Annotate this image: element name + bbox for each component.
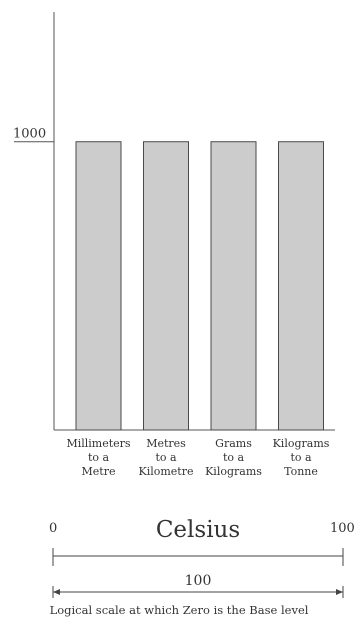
x-tick-label-line: to a [155, 451, 177, 464]
y-ticks: 1000 [13, 127, 54, 143]
x-tick-label-line: Grams [215, 437, 252, 450]
x-tick-label-line: to a [290, 451, 312, 464]
bar [278, 141, 324, 431]
x-tick-label-line: Millimeters [66, 437, 131, 450]
bar [75, 141, 122, 431]
x-tick-label-line: to a [87, 451, 110, 464]
y-tick-label: 1000 [13, 127, 46, 142]
bars [75, 141, 324, 431]
bar [143, 141, 189, 431]
x-tick-label-line: Kilograms [205, 465, 262, 478]
x-tick-label-line: Kilometre [138, 465, 194, 478]
span-dimension [52, 586, 344, 598]
x-tick-label-line: Kilograms [272, 437, 330, 450]
span-right-arrow [336, 589, 343, 595]
x-tick-label-line: Metre [81, 465, 116, 478]
bar [210, 141, 257, 431]
x-tick-label: Metres to a Kilometre [129, 437, 203, 479]
x-tick-label-line: to a [222, 451, 245, 464]
span-left-arrow [53, 589, 60, 595]
x-tick-label: Kilograms to a Tonne [264, 437, 338, 479]
x-tick-label: Grams to a Kilograms [197, 437, 271, 479]
x-tick-label: Millimeters to a Metre [62, 437, 136, 479]
x-tick-label-line: Metres [146, 437, 186, 450]
x-tick-label-line: Tonne [284, 465, 318, 478]
celsius-scale [52, 548, 344, 566]
